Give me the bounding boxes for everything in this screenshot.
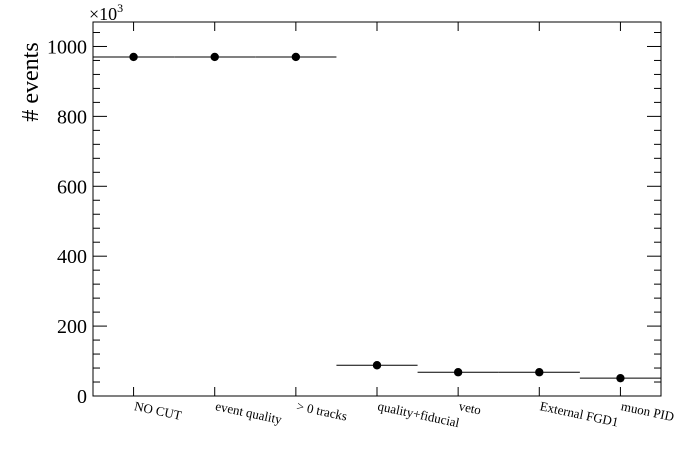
y-tick-label: 200: [57, 316, 87, 338]
x-category-label: > 0 tracks: [295, 398, 348, 423]
data-point: [210, 52, 219, 62]
data-point: [291, 52, 301, 62]
y-axis-multiplier-base: ×10: [89, 4, 117, 24]
y-tick-label: 800: [57, 106, 87, 128]
x-category-label: muon PID: [620, 398, 676, 424]
bin-segments: [93, 56, 661, 379]
x-category-label: NO CUT: [133, 398, 183, 423]
y-tick-label: 600: [57, 176, 87, 198]
data-point: [616, 373, 625, 383]
x-category-label: veto: [458, 398, 483, 417]
plot-frame: [92, 21, 662, 397]
y-tick-label: 0: [77, 386, 87, 408]
x-category-label: event quality: [214, 398, 284, 427]
data-point: [129, 52, 138, 62]
y-axis-multiplier-exponent: 3: [117, 1, 123, 15]
data-point: [535, 368, 544, 377]
axis-labels: 0 200 400 600 800 1000 NO CUT event quality > 0 …: [47, 36, 676, 430]
plot-frame-group: [92, 21, 662, 397]
y-tick-label: 400: [57, 246, 87, 268]
y-axis-multiplier: ×103: [89, 1, 123, 24]
data-point: [453, 368, 463, 377]
x-category-label: quality+fiducial: [376, 398, 461, 430]
data-point: [372, 361, 382, 370]
y-axis-title: # events: [18, 42, 44, 121]
y-axis-ticks: [93, 31, 661, 397]
data-points: [129, 52, 625, 383]
y-tick-label: 1000: [47, 36, 87, 58]
x-category-label: External FGD1: [539, 398, 620, 429]
x-axis-ticks: [133, 22, 621, 396]
